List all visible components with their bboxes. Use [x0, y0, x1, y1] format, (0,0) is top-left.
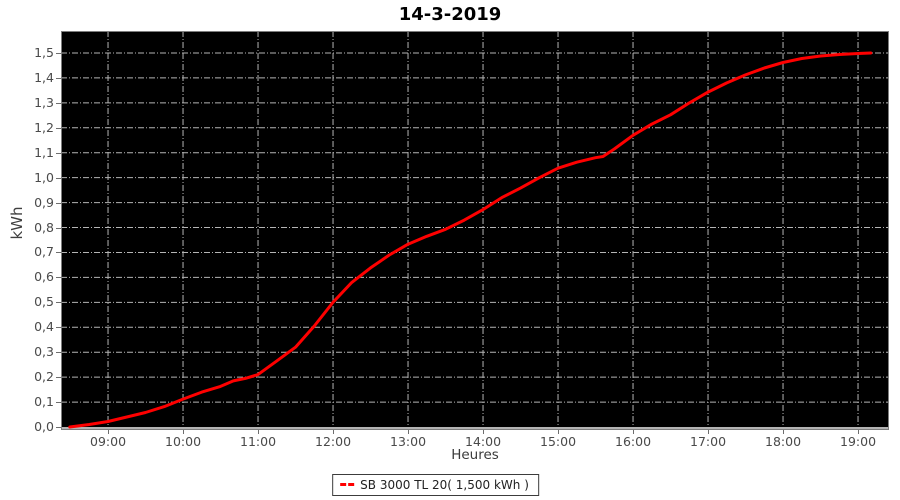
legend-dash: [340, 483, 347, 486]
legend-line-marker-icon: [340, 483, 355, 486]
y-tick-label: 1,4: [34, 69, 54, 85]
x-tick-mark: [708, 430, 710, 434]
y-axis-title: kWh: [8, 206, 26, 240]
x-tick-mark: [858, 430, 860, 434]
x-axis-title: Heures: [451, 447, 499, 463]
x-tick-mark: [258, 430, 260, 434]
y-tick-label: 0,0: [34, 419, 54, 434]
legend-dash: [348, 483, 355, 486]
x-tick-mark: [783, 430, 785, 434]
y-tick-label: 0,3: [34, 344, 54, 360]
y-tick-label: 0,2: [34, 369, 54, 385]
x-tick-mark: [633, 430, 635, 434]
x-tick-mark: [108, 430, 110, 434]
plot-area: [61, 31, 889, 430]
y-tick-label: 1,2: [34, 119, 54, 135]
x-tick-mark: [183, 430, 185, 434]
x-tick-mark: [483, 430, 485, 434]
plot-background: [61, 31, 889, 430]
series-line: [68, 51, 873, 429]
x-tick-mark: [333, 430, 335, 434]
chart-title: 14-3-2019: [398, 4, 502, 25]
x-axis-line: [61, 427, 889, 430]
x-tick-mark: [558, 430, 560, 434]
y-tick-label: 1,3: [34, 94, 54, 110]
y-tick-label: 1,0: [34, 169, 54, 185]
legend-series-label: SB 3000 TL 20( 1,500 kWh ): [360, 477, 529, 492]
y-tick-label: 1,5: [34, 45, 54, 60]
y-tick-label: 0,1: [34, 394, 54, 410]
y-tick-label: 0,4: [34, 319, 54, 335]
plot-border: [61, 31, 889, 430]
y-tick-label: 0,5: [34, 294, 54, 310]
y-tick-label: 0,6: [34, 269, 54, 285]
y-tick-label: 1,1: [34, 144, 54, 160]
x-tick-mark: [408, 430, 410, 434]
legend: SB 3000 TL 20( 1,500 kWh ): [332, 474, 539, 496]
